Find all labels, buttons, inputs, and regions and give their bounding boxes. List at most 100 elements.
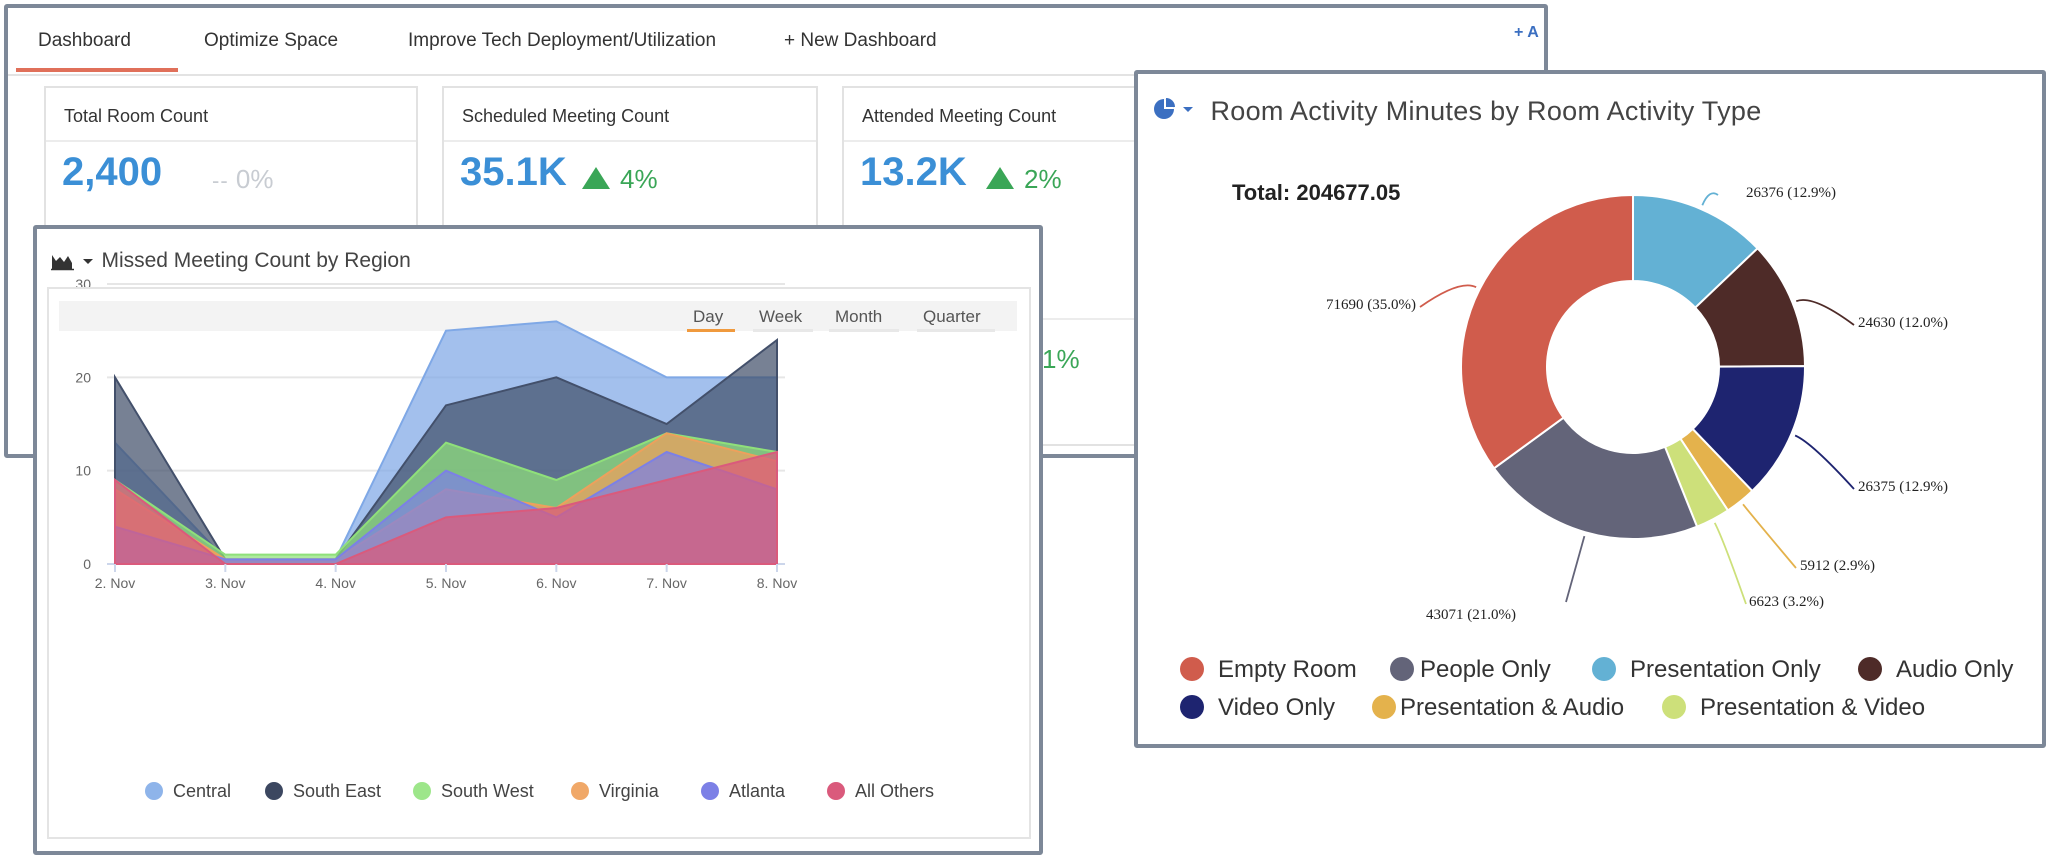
tab-new-dashboard[interactable]: + New Dashboard bbox=[784, 30, 937, 51]
legend-item-empty-room[interactable]: Empty Room bbox=[1180, 656, 1357, 684]
legend-swatch bbox=[1180, 657, 1204, 681]
kpi-value: 13.2K bbox=[860, 150, 967, 194]
range-quarter-indicator bbox=[917, 329, 995, 332]
room-activity-chart-window: Room Activity Minutes by Room Activity T… bbox=[1134, 70, 2046, 748]
legend-item-presentation-audio[interactable]: Presentation & Audio bbox=[1372, 694, 1624, 722]
dashboard-tab-bar: Dashboard Optimize Space Improve Tech De… bbox=[8, 8, 1544, 76]
area-chart-icon[interactable] bbox=[51, 251, 97, 276]
y-tick-label: 20 bbox=[75, 369, 91, 385]
x-tick-label: 5. Nov bbox=[426, 575, 466, 591]
up-triangle-icon bbox=[986, 167, 1014, 189]
x-tick-label: 3. Nov bbox=[205, 575, 245, 591]
range-week-indicator bbox=[753, 329, 813, 332]
legend-swatch bbox=[827, 782, 845, 800]
range-quarter-button[interactable]: Quarter bbox=[923, 307, 981, 326]
missed-meeting-chart-window: Missed Meeting Count by Region Day Week … bbox=[33, 225, 1043, 855]
legend-item-all-others[interactable]: All Others bbox=[827, 781, 934, 802]
legend-swatch bbox=[571, 782, 589, 800]
legend-item-central[interactable]: Central bbox=[145, 781, 231, 802]
partial-kpi-change: 1% bbox=[1042, 344, 1080, 374]
legend-item-presentation-only[interactable]: Presentation Only bbox=[1592, 656, 1821, 684]
data-label-connector bbox=[1713, 522, 1747, 605]
data-label-connector bbox=[1419, 284, 1477, 308]
donut-data-label: 24630 (12.0%) bbox=[1858, 315, 1948, 331]
kpi-change: 2% bbox=[986, 164, 1062, 195]
x-tick-label: 4. Nov bbox=[315, 575, 355, 591]
chart-title: Missed Meeting Count by Region bbox=[101, 249, 411, 272]
legend-swatch bbox=[701, 782, 719, 800]
flat-dash-icon: -- bbox=[212, 168, 229, 193]
legend-label: Atlanta bbox=[729, 781, 786, 801]
donut-total-label: Total: 204677.05 bbox=[1232, 180, 1401, 205]
legend-label: Audio Only bbox=[1896, 656, 2014, 683]
data-label-connector bbox=[1794, 434, 1855, 490]
kpi-divider bbox=[844, 140, 1220, 142]
pie-chart-icon[interactable] bbox=[1152, 97, 1198, 126]
donut-slice-people-only bbox=[1492, 416, 1699, 540]
legend-item-audio-only[interactable]: Audio Only bbox=[1858, 656, 2013, 684]
range-month-indicator bbox=[829, 329, 899, 332]
legend-swatch bbox=[413, 782, 431, 800]
legend-swatch bbox=[1390, 657, 1414, 681]
add-widget-button[interactable]: + A bbox=[1514, 24, 1539, 41]
legend-item-people-only[interactable]: People Only bbox=[1390, 656, 1551, 684]
y-tick-label: 10 bbox=[75, 463, 91, 479]
range-month-button[interactable]: Month bbox=[835, 307, 883, 326]
kpi-title: Attended Meeting Count bbox=[862, 106, 1057, 126]
kpi-change-value: 0% bbox=[235, 164, 274, 194]
legend-swatch bbox=[1180, 695, 1204, 719]
legend-item-virginia[interactable]: Virginia bbox=[571, 781, 659, 802]
chart-header: Missed Meeting Count by Region bbox=[51, 249, 411, 279]
donut-data-label: 43071 (21.0%) bbox=[1426, 607, 1516, 623]
legend-label: Virginia bbox=[599, 781, 659, 801]
kpi-value: 2,400 bbox=[62, 150, 163, 194]
legend-item-south-east[interactable]: South East bbox=[265, 781, 381, 802]
legend-item-atlanta[interactable]: Atlanta bbox=[701, 781, 785, 802]
chart-inner-frame bbox=[47, 287, 1031, 839]
legend-item-video-only[interactable]: Video Only bbox=[1180, 694, 1335, 722]
legend-label: South West bbox=[441, 781, 534, 801]
area-chart-legend: Central South East South West Virginia A… bbox=[37, 781, 1039, 811]
active-tab-indicator bbox=[16, 68, 178, 72]
donut-data-label: 5912 (2.9%) bbox=[1800, 558, 1875, 574]
data-label-connector bbox=[1701, 192, 1719, 206]
legend-swatch bbox=[145, 782, 163, 800]
legend-swatch bbox=[1592, 657, 1616, 681]
donut-data-label: 26375 (12.9%) bbox=[1858, 479, 1948, 495]
tab-optimize-space[interactable]: Optimize Space bbox=[204, 30, 339, 51]
kpi-title: Scheduled Meeting Count bbox=[462, 106, 670, 126]
legend-item-south-west[interactable]: South West bbox=[413, 781, 534, 802]
kpi-divider bbox=[46, 140, 416, 142]
legend-label: Central bbox=[173, 781, 232, 801]
y-tick-label: 0 bbox=[83, 556, 91, 572]
kpi-value: 35.1K bbox=[460, 150, 567, 194]
legend-swatch bbox=[1372, 695, 1396, 719]
tab-dashboard[interactable]: Dashboard bbox=[38, 30, 131, 51]
kpi-divider bbox=[444, 140, 816, 142]
chart-title: Room Activity Minutes by Room Activity T… bbox=[1210, 96, 1762, 126]
range-day-indicator bbox=[687, 329, 735, 332]
range-week-button[interactable]: Week bbox=[759, 307, 803, 326]
up-triangle-icon bbox=[582, 167, 610, 189]
kpi-change-value: 2% bbox=[1024, 164, 1062, 194]
legend-item-presentation-video[interactable]: Presentation & Video bbox=[1662, 694, 1925, 722]
range-day-button[interactable]: Day bbox=[693, 307, 724, 326]
tab-improve-tech[interactable]: Improve Tech Deployment/Utilization bbox=[408, 30, 717, 51]
legend-label: People Only bbox=[1420, 656, 1551, 683]
data-label-connector bbox=[1565, 535, 1586, 603]
data-label-connector bbox=[1795, 299, 1855, 326]
legend-swatch bbox=[265, 782, 283, 800]
legend-label: South East bbox=[293, 781, 382, 801]
x-tick-label: 7. Nov bbox=[646, 575, 686, 591]
kpi-title: Total Room Count bbox=[64, 106, 209, 126]
legend-swatch bbox=[1858, 657, 1882, 681]
data-label-connector bbox=[1742, 503, 1797, 569]
legend-label: Presentation Only bbox=[1630, 656, 1821, 683]
donut-data-label: 71690 (35.0%) bbox=[1326, 297, 1416, 313]
kpi-change: -- 0% bbox=[212, 164, 273, 195]
kpi-change: 4% bbox=[582, 164, 658, 195]
legend-swatch bbox=[1662, 695, 1686, 719]
legend-label: Empty Room bbox=[1218, 656, 1357, 683]
legend-label: All Others bbox=[855, 781, 935, 801]
